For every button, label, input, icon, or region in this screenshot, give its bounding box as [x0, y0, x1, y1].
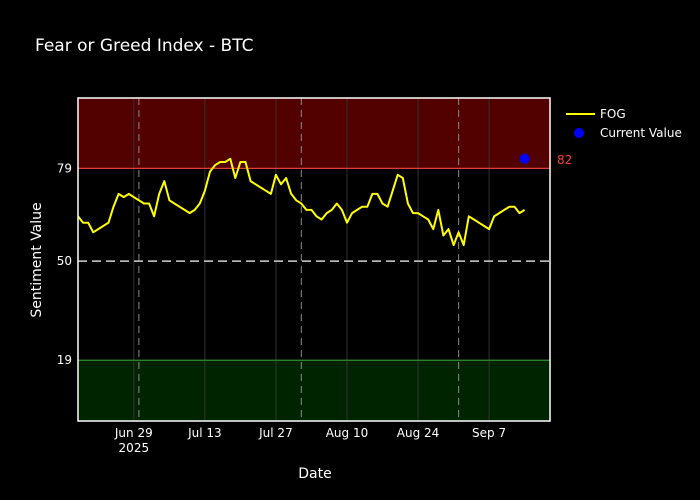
- x-tick-label: Aug 24: [397, 426, 440, 440]
- x-tick-sublabel: 2025: [119, 441, 150, 455]
- series-line-fog: [77, 157, 526, 247]
- greed-band: [78, 98, 550, 169]
- x-tick-label: Aug 10: [326, 426, 369, 440]
- plot-border: [77, 97, 551, 422]
- x-axis-label: Date: [298, 466, 331, 482]
- x-tick-label: Jul 27: [258, 426, 293, 440]
- fear-band: [78, 360, 550, 421]
- legend-fog-label[interactable]: FOG: [600, 107, 626, 121]
- legend[interactable]: FOG Current Value: [566, 107, 682, 140]
- current-value-label: 82: [557, 153, 572, 167]
- legend-current-label[interactable]: Current Value: [600, 126, 682, 140]
- x-tick-label: Jul 13: [187, 426, 222, 440]
- y-tick-label: 50: [57, 254, 72, 268]
- x-tick-label: Sep 7: [472, 426, 506, 440]
- y-tick-label: 19: [57, 353, 72, 367]
- current-value-marker: [519, 153, 530, 164]
- y-tick-label: 79: [57, 161, 72, 175]
- x-tick-label: Jun 29: [114, 426, 153, 440]
- legend-current-swatch: [574, 128, 584, 138]
- chart-title: Fear or Greed Index - BTC: [35, 36, 253, 56]
- y-axis-label: Sentiment Value: [29, 202, 45, 317]
